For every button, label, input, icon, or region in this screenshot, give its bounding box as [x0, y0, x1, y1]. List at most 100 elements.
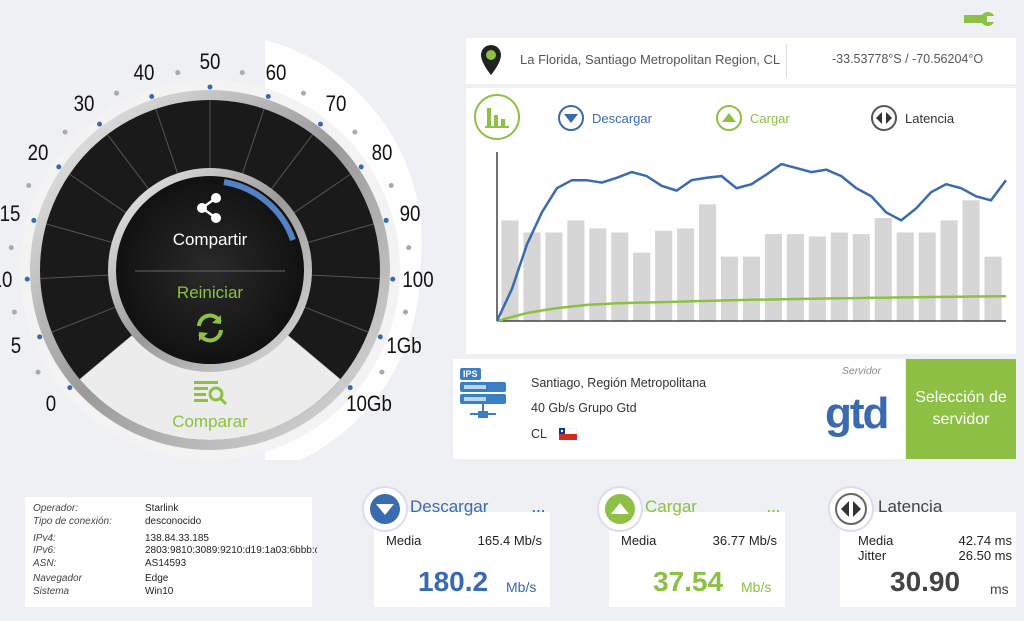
chart-type-button[interactable]: [474, 94, 520, 140]
gauge-tick-label: 5: [11, 332, 22, 358]
wrench-icon[interactable]: [962, 6, 998, 32]
legend-download-label: Descargar: [592, 110, 652, 126]
gauge-tick: [358, 164, 364, 170]
latency-bar: [589, 228, 607, 321]
upload-value: 37.54: [653, 566, 724, 597]
select-server-button[interactable]: Selección de servidor: [906, 359, 1016, 459]
latency-bar: [830, 232, 848, 321]
latency-value: 30.90: [890, 566, 961, 597]
upload-badge: [597, 486, 643, 532]
compare-button[interactable]: Comparar: [160, 378, 260, 432]
info-row: Sistema Win10: [33, 586, 313, 598]
info-row: ASN: AS14593: [33, 558, 313, 570]
gauge-minor-dot: [379, 369, 385, 375]
gauge-tick-label: 15: [0, 200, 21, 226]
server-panel: IPS Santiago, Región Metropolitana 40 Gb…: [453, 359, 905, 459]
gauge-tick-label: 30: [73, 91, 95, 117]
gauge-tick: [37, 334, 43, 340]
latency-icon: [871, 105, 897, 131]
location-text: La Florida, Santiago Metropolitan Region…: [520, 52, 781, 67]
gauge-tick-label: 40: [133, 59, 155, 85]
latency-bar: [655, 230, 673, 321]
latency-bar: [523, 232, 541, 321]
chile-flag-icon: [558, 428, 577, 440]
latency-avg-label: Media: [858, 533, 894, 548]
gauge-tick: [149, 94, 155, 100]
restart-button[interactable]: Reiniciar: [150, 283, 270, 345]
latency-bar: [896, 232, 914, 321]
latency-bar: [501, 220, 519, 321]
connection-info-panel: Operador: Starlink Tipo de conexión: descon…: [25, 497, 317, 607]
server-country-code: CL: [531, 427, 547, 441]
info-value: 138.84.33.185: [145, 532, 209, 544]
server-country: CL: [531, 427, 577, 441]
latency-title: Latencia: [878, 497, 943, 516]
gauge-tick-label: 70: [325, 91, 346, 117]
share-icon: [197, 193, 221, 223]
gauge-tick: [97, 121, 103, 127]
latency-bar: [720, 256, 739, 321]
upload-unit: Mb/s: [741, 579, 772, 595]
gauge-tick-label: 90: [399, 200, 421, 226]
gauge-sector-divider: [306, 223, 374, 244]
latency-bar: [633, 252, 651, 321]
info-row: IPv4: 138.84.33.185: [33, 533, 313, 545]
legend-upload-label: Cargar: [750, 110, 790, 126]
info-value: Starlink: [145, 503, 179, 514]
gauge-scale: 0 5 10 15 20 30 40 50 60 70 80 90 100 1Gb 10Gb: [0, 30, 440, 470]
latency-avg-value: 42.74 ms: [958, 533, 1012, 548]
latency-bar: [962, 200, 980, 321]
gauge-minor-dot: [11, 309, 17, 315]
gauge-minor-dot: [62, 129, 68, 135]
divider: [786, 44, 787, 78]
latency-bar: [808, 236, 826, 321]
gauge-sector-divider: [46, 223, 114, 244]
info-key: IPv4:: [33, 532, 56, 544]
gauge-sector-divider: [155, 108, 179, 176]
compare-sector[interactable]: [79, 334, 341, 441]
latency-unit: ms: [990, 581, 1009, 597]
share-label: Compartir: [172, 230, 248, 249]
info-value: Win10: [145, 585, 174, 597]
compare-label: Comparar: [172, 412, 248, 431]
legend-latency[interactable]: Latencia: [870, 104, 954, 132]
speed-gauge: [8, 40, 422, 460]
download-badge: [362, 486, 408, 532]
legend-upload[interactable]: Cargar: [715, 104, 790, 132]
gauge-tick: [31, 217, 37, 223]
gauge-tick: [67, 385, 73, 391]
speed-chart-panel: Descargar Cargar Latencia: [466, 88, 1016, 354]
gauge-minor-dot: [175, 70, 181, 76]
gauge-tick: [390, 276, 396, 282]
gauge-sector-divider: [106, 134, 151, 191]
jitter-value: 26.50 ms: [958, 548, 1012, 563]
gauge-tick-label: 60: [265, 59, 287, 85]
upload-more-button[interactable]: ...: [767, 500, 781, 515]
gauge-tick: [265, 94, 271, 100]
compare-icon: [194, 381, 228, 406]
share-button[interactable]: Compartir: [150, 190, 270, 250]
download-more-button[interactable]: ...: [532, 500, 546, 515]
gauge-minor-dot: [403, 309, 409, 315]
coordinates-text: -33.53778°S / -70.56204°O: [832, 52, 984, 66]
restart-label: Reiniciar: [176, 283, 244, 302]
legend-download[interactable]: Descargar: [557, 104, 652, 132]
gauge-minor-dot: [300, 90, 306, 96]
gauge-minor-dot: [26, 182, 32, 188]
info-key: Navegador: [33, 573, 82, 584]
latency-bar: [611, 232, 629, 321]
info-key: Operador:: [33, 503, 79, 514]
bar-chart-icon: [485, 108, 509, 128]
latency-bar: [742, 256, 761, 321]
gauge-sector-divider: [51, 306, 118, 333]
upload-result-card: Cargar ... Media 36.77 Mb/s 37.54 Mb/s: [597, 486, 785, 607]
gauge-tick-label: 10Gb: [346, 390, 393, 416]
latency-bar: [699, 204, 717, 321]
latency-icon: [835, 493, 867, 525]
download-avg-value: 165.4 Mb/s: [477, 533, 542, 548]
gauge-tick: [24, 276, 30, 282]
info-row: Operador: Starlink: [33, 503, 313, 515]
gauge-tick: [347, 385, 353, 391]
refresh-icon: [197, 313, 223, 343]
info-row: Tipo de conexión: desconocido: [33, 516, 313, 528]
